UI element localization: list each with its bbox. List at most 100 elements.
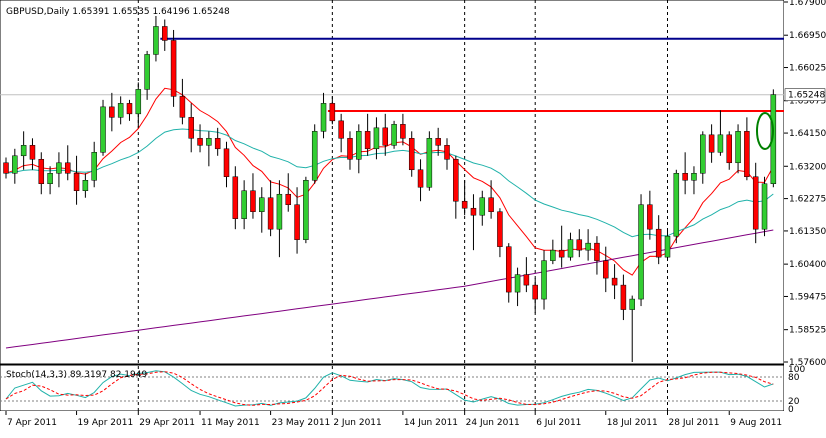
candles	[3, 15, 777, 362]
price-tick-label: 1.63200	[789, 162, 826, 172]
price-tick-label: 1.61350	[789, 227, 826, 237]
candle-body	[408, 138, 415, 171]
candle-body	[655, 228, 662, 258]
candle-body	[91, 152, 97, 181]
candle	[329, 96, 336, 125]
candle	[682, 152, 688, 195]
candle	[620, 274, 627, 321]
candle-body	[523, 274, 530, 286]
candle	[655, 215, 662, 265]
candle-body	[303, 180, 309, 240]
candle	[717, 110, 724, 156]
candle	[232, 166, 239, 230]
price-tick-label: 1.58525	[789, 326, 826, 336]
candle-body	[170, 40, 177, 97]
candle	[356, 124, 362, 174]
axis-labels: 1.67900 1.66950 1.66025 1.65075 1.64150 1.632…	[5, 0, 826, 428]
candle	[303, 176, 309, 244]
candle-body	[373, 127, 380, 150]
candle-body	[294, 204, 300, 240]
candle-body	[770, 94, 777, 184]
candle-body	[647, 204, 653, 230]
price-axis	[784, 0, 826, 434]
candle	[223, 141, 230, 188]
candle	[611, 264, 618, 300]
candle-body	[347, 138, 353, 160]
candle-body	[126, 103, 133, 115]
candle-body	[603, 260, 609, 279]
candle-body	[82, 180, 89, 191]
candle-body	[682, 173, 688, 181]
candle-body	[673, 173, 680, 237]
candle-body	[594, 242, 600, 261]
candle	[82, 173, 89, 198]
candle	[276, 180, 283, 258]
candle	[188, 103, 194, 153]
candle-body	[708, 134, 715, 153]
candle-body	[453, 159, 459, 202]
ma-slow-line	[5, 229, 774, 349]
candle	[259, 187, 265, 233]
candle	[479, 190, 486, 226]
date-tick-label: 6 Jul 2011	[536, 418, 581, 428]
candle-body	[514, 274, 521, 293]
candle	[567, 232, 574, 261]
candle-body	[744, 131, 750, 178]
date-tick-label: 11 May 2011	[201, 418, 260, 428]
candle-body	[629, 298, 635, 310]
candle-body	[29, 145, 36, 160]
candle-body	[611, 277, 618, 286]
candle-body	[558, 249, 565, 258]
candle-body	[356, 131, 362, 160]
annotation-circle	[756, 112, 774, 150]
candle	[735, 124, 741, 174]
candle	[673, 169, 680, 244]
candle-body	[338, 120, 344, 139]
candle	[461, 180, 468, 216]
candle-body	[73, 173, 80, 191]
candle-body	[64, 162, 71, 174]
candle	[752, 162, 759, 244]
date-tick-label: 29 Apr 2011	[139, 418, 195, 428]
candle	[144, 50, 150, 100]
candle	[126, 99, 133, 121]
candle	[29, 138, 36, 170]
candle-body	[188, 117, 194, 139]
candle	[505, 243, 512, 303]
current-price-label: 1.65248	[788, 91, 825, 101]
candle	[197, 124, 203, 153]
candle-body	[109, 106, 115, 118]
candle	[744, 117, 750, 181]
candle	[56, 152, 62, 188]
candle	[700, 131, 706, 184]
candle-body	[620, 284, 627, 310]
candle	[364, 113, 371, 156]
price-tick-label: 1.66025	[789, 64, 826, 74]
candle	[64, 145, 71, 181]
candle	[488, 180, 494, 219]
price-tick-label: 1.64150	[789, 129, 826, 139]
candle	[708, 124, 715, 163]
horizontal-lines	[0, 37, 784, 113]
date-tick-label: 23 May 2011	[272, 418, 331, 428]
candle	[47, 166, 53, 195]
candle-body	[761, 183, 768, 230]
candle	[444, 138, 450, 170]
candle-body	[250, 190, 256, 212]
candle	[20, 131, 27, 170]
candle	[3, 157, 9, 179]
date-tick-label: 24 Jun 2011	[466, 418, 520, 428]
candle	[408, 131, 415, 177]
candle	[91, 141, 97, 188]
stoch-tick-label: 0	[788, 405, 794, 415]
candle	[541, 250, 547, 310]
candle	[629, 295, 635, 362]
candle-body	[38, 159, 45, 184]
main-pane	[0, 0, 785, 365]
candle-body	[726, 134, 732, 164]
candle-body	[567, 239, 574, 258]
price-tick-label: 1.67900	[789, 0, 826, 8]
